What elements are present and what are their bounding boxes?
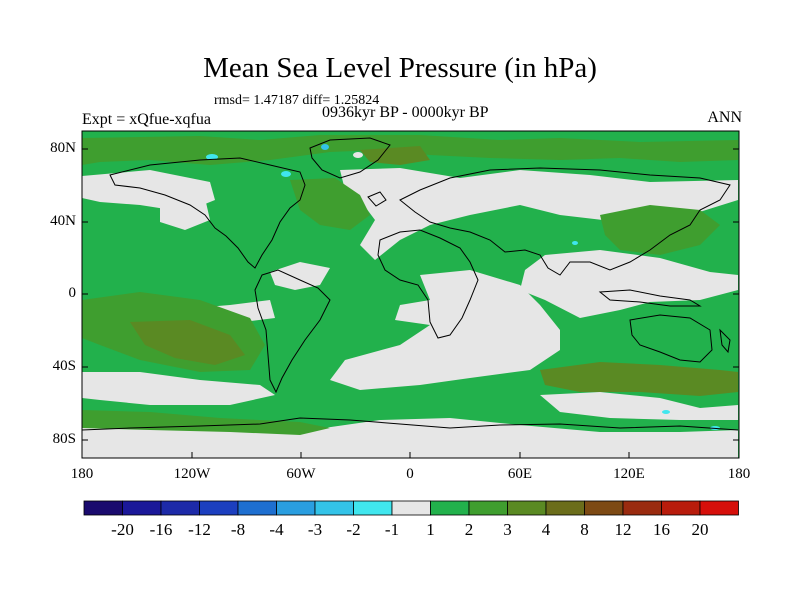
colorbar [83, 500, 739, 516]
colorbar-box-12 [545, 500, 585, 516]
positive-regions [82, 135, 738, 435]
spot-hudson-cyan [281, 171, 291, 177]
region-s-indian-brown [540, 362, 738, 396]
region-eurasia-grey [340, 168, 738, 260]
colorbar-label-6: -2 [346, 520, 361, 539]
colorbar-box-16 [699, 500, 739, 516]
colorbar-label-14: 16 [653, 520, 670, 539]
colorbar-box-13 [584, 500, 624, 516]
colorbar-box-8 [391, 500, 431, 516]
region-s-africa-grey [430, 308, 470, 334]
coast-north-america [109, 157, 306, 269]
lat-label-40s: 40S [52, 358, 76, 374]
coast-british-isles [367, 191, 387, 207]
spot-greenland-grey [353, 152, 363, 158]
region-southern-ocean-grey-w [82, 372, 275, 405]
colorbar-box-15 [661, 500, 701, 516]
region-n-atlantic-olive [290, 178, 370, 230]
colorbar-box-1 [122, 500, 162, 516]
colorbar-label-2: -12 [188, 520, 211, 539]
colorbar-box-0 [83, 500, 123, 516]
season-label: ANN [707, 109, 742, 126]
lat-label-80s: 80S [52, 431, 76, 447]
chart-title: Mean Sea Level Pressure (in hPa) [203, 52, 597, 84]
coast-indonesia [598, 289, 702, 307]
region-s-pacific-brown [130, 320, 245, 365]
axis-ticks [81, 148, 740, 458]
region-n-america-grey [160, 195, 210, 230]
lon-label-60w: 60W [286, 466, 316, 482]
colorbar-box-14 [622, 500, 662, 516]
region-indo-pacific-grey [520, 250, 738, 318]
colorbar-label-7: -1 [384, 520, 400, 539]
colorbar-box-7 [353, 500, 393, 516]
colorbar-box-4 [237, 500, 277, 516]
lon-label-120w: 120W [173, 466, 211, 482]
colorbar-label-4: -4 [269, 520, 284, 539]
region-antarctic-coast-olive [82, 410, 330, 435]
colorbar-label-3: -8 [230, 520, 246, 539]
colorbar-box-11 [507, 500, 547, 516]
map-field [82, 131, 739, 458]
stats-line: rmsd= 1.47187 diff= 1.25824 [214, 93, 380, 108]
colorbar-box-2 [160, 500, 200, 516]
region-n-pacific-west-olive [600, 205, 720, 255]
coast-greenland [309, 137, 391, 179]
period-label: 0936kyr BP - 0000kyr BP [322, 104, 489, 121]
experiment-label: Expt = xQfue-xqfua [82, 111, 211, 128]
lat-label-40n: 40N [50, 213, 76, 229]
coast-antarctica [82, 417, 739, 431]
coast-australia [629, 314, 713, 363]
spot-arctic-cyan-1 [206, 154, 218, 160]
colorbar-label-9: 2 [464, 520, 474, 539]
colorbar-label-10: 3 [503, 520, 512, 539]
colorbar-label-13: 12 [614, 520, 632, 539]
colorbar-label-15: 20 [691, 520, 709, 539]
colorbar-label-12: 8 [580, 520, 589, 539]
lon-label-0: 0 [406, 466, 414, 482]
lon-label-120e: 120E [613, 466, 645, 482]
spot-tibet-cyan [572, 241, 578, 245]
colorbar-box-5 [276, 500, 316, 516]
region-caribbean-grey [270, 262, 330, 290]
colorbar-box-9 [430, 500, 470, 516]
region-antarctica-grey [82, 418, 738, 458]
coast-south-america [254, 269, 331, 394]
colorbar-label-1: -16 [149, 520, 173, 539]
colorbar-label-8: 1 [426, 520, 435, 539]
lat-label-80n: 80N [50, 140, 76, 156]
colorbar-box-3 [199, 500, 239, 516]
colorbar-label-0: -20 [111, 520, 134, 539]
lon-label-60e: 60E [507, 466, 533, 482]
colorbar-box-6 [314, 500, 354, 516]
spot-greenland-cyan [321, 144, 329, 150]
colorbar-label-11: 4 [541, 520, 551, 539]
lon-label-180w: 180 [70, 466, 94, 482]
coastlines [82, 137, 739, 431]
coast-africa [377, 229, 479, 339]
colorbar-label-5: -3 [307, 520, 323, 539]
region-southern-ocean-grey-e [540, 392, 738, 420]
spot-antarctic-cyan-1 [662, 410, 670, 414]
coast-new-zealand [719, 328, 731, 354]
lat-label-0: 0 [68, 285, 77, 301]
lon-label-180e: 180 [727, 466, 751, 482]
colorbar-box-10 [468, 500, 508, 516]
coast-eurasia [399, 167, 731, 276]
negative-spots [206, 144, 720, 430]
